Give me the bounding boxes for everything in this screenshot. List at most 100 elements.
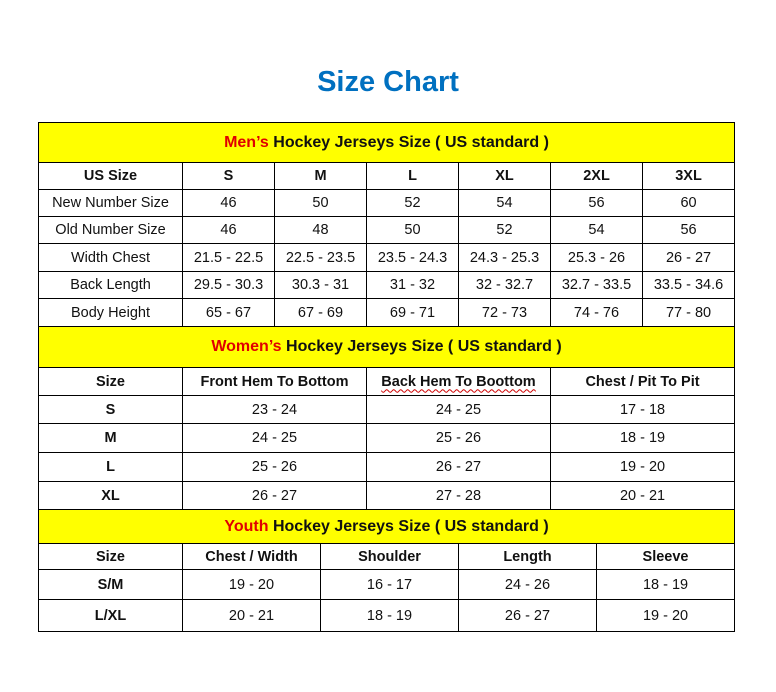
table-cell: 30.3 - 31 (274, 271, 367, 299)
table-cell: 20 - 21 (549, 481, 736, 510)
womens-heading-text: Hockey Jerseys Size ( US standard ) (281, 338, 562, 355)
row-label: L/XL (38, 599, 183, 632)
table-cell: 77 - 80 (641, 298, 736, 327)
table-cell: 21.5 - 22.5 (182, 243, 275, 272)
table-cell: 23 - 24 (182, 395, 367, 424)
table-cell: 19 - 20 (595, 599, 736, 632)
table-cell: 20 - 21 (182, 599, 321, 632)
row-label: Width Chest (38, 243, 183, 272)
table-row: Back Length 29.5 - 30.3 30.3 - 31 31 - 32 32… (38, 271, 736, 299)
column-header-row: Size Front Hem To Bottom Back Hem To Boott… (38, 367, 736, 396)
table-cell: 67 - 69 (274, 298, 367, 327)
column-header: Front Hem To Bottom (182, 367, 367, 396)
table-cell: 31 - 32 (366, 271, 459, 299)
row-label: Body Height (38, 298, 183, 327)
table-cell: 18 - 19 (549, 423, 736, 453)
column-header: Chest / Pit To Pit (549, 367, 736, 396)
column-header: Back Hem To Boottom (366, 367, 551, 396)
table-cell: 22.5 - 23.5 (274, 243, 367, 272)
column-header: M (274, 162, 367, 190)
table-row: L/XL 20 - 21 18 - 19 26 - 27 19 - 20 (38, 599, 736, 632)
table-cell: 24 - 25 (366, 395, 551, 424)
column-header: Sleeve (595, 543, 736, 570)
table-cell: 25.3 - 26 (550, 243, 643, 272)
row-label: S/M (38, 569, 183, 600)
table-cell: 52 (366, 189, 459, 217)
womens-size-table: Women’s Hockey Jerseys Size ( US standar… (37, 326, 736, 510)
womens-section-heading: Women’s Hockey Jerseys Size ( US standar… (37, 326, 736, 368)
column-header: Size (38, 543, 183, 570)
table-cell: 74 - 76 (550, 298, 643, 327)
mens-size-table: Men’s Hockey Jerseys Size ( US standard … (37, 122, 736, 327)
column-header: Shoulder (320, 543, 459, 570)
table-cell: 17 - 18 (549, 395, 736, 424)
table-cell: 23.5 - 24.3 (366, 243, 459, 272)
column-header: Size (38, 367, 183, 396)
table-row: S/M 19 - 20 16 - 17 24 - 26 18 - 19 (38, 569, 736, 600)
table-cell: 16 - 17 (320, 569, 459, 600)
table-cell: 19 - 20 (549, 452, 736, 482)
table-cell: 33.5 - 34.6 (641, 271, 736, 299)
column-header: Chest / Width (182, 543, 321, 570)
table-cell: 32.7 - 33.5 (550, 271, 643, 299)
table-cell: 72 - 73 (458, 298, 551, 327)
table-cell: 54 (458, 189, 551, 217)
table-cell: 25 - 26 (366, 423, 551, 453)
table-row: Width Chest 21.5 - 22.5 22.5 - 23.5 23.5 - … (38, 243, 736, 272)
table-cell: 52 (458, 216, 551, 244)
column-header: 2XL (550, 162, 643, 190)
mens-section-heading: Men’s Hockey Jerseys Size ( US standard … (37, 122, 736, 163)
table-cell: 50 (274, 189, 367, 217)
table-cell: 26 - 27 (182, 481, 367, 510)
table-cell: 24.3 - 25.3 (458, 243, 551, 272)
table-cell: 56 (550, 189, 643, 217)
table-cell: 27 - 28 (366, 481, 551, 510)
table-cell: 26 - 27 (366, 452, 551, 482)
table-cell: 60 (641, 189, 736, 217)
table-row: Body Height 65 - 67 67 - 69 69 - 71 72 - 73 7… (38, 298, 736, 327)
table-cell: 25 - 26 (182, 452, 367, 482)
table-cell: 19 - 20 (182, 569, 321, 600)
table-row: XL 26 - 27 27 - 28 20 - 21 (38, 481, 736, 510)
youth-size-table: Youth Hockey Jerseys Size ( US standard … (37, 509, 736, 632)
table-cell: 18 - 19 (595, 569, 736, 600)
table-row: Old Number Size 46 48 50 52 54 56 (38, 216, 736, 244)
column-header: L (366, 162, 459, 190)
table-cell: 50 (366, 216, 459, 244)
table-cell: 32 - 32.7 (458, 271, 551, 299)
womens-heading-highlight: Women’s (211, 338, 282, 355)
table-cell: 26 - 27 (641, 243, 736, 272)
column-header: S (182, 162, 275, 190)
mens-heading-highlight: Men’s (224, 133, 269, 151)
column-header: XL (458, 162, 551, 190)
column-header-row: US Size S M L XL 2XL 3XL (38, 162, 736, 190)
table-row: M 24 - 25 25 - 26 18 - 19 (38, 423, 736, 453)
table-cell: 26 - 27 (458, 599, 597, 632)
row-label: New Number Size (38, 189, 183, 217)
table-cell: 24 - 25 (182, 423, 367, 453)
table-cell: 69 - 71 (366, 298, 459, 327)
table-cell: 48 (274, 216, 367, 244)
column-header: 3XL (641, 162, 736, 190)
table-cell: 18 - 19 (320, 599, 459, 632)
table-row: New Number Size 46 50 52 54 56 60 (38, 189, 736, 217)
table-cell: 54 (550, 216, 643, 244)
table-cell: 65 - 67 (182, 298, 275, 327)
youth-section-heading: Youth Hockey Jerseys Size ( US standard … (37, 509, 736, 544)
table-row: L 25 - 26 26 - 27 19 - 20 (38, 452, 736, 482)
row-label: Back Length (38, 271, 183, 299)
table-row: S 23 - 24 24 - 25 17 - 18 (38, 395, 736, 424)
row-label: Old Number Size (38, 216, 183, 244)
table-cell: 29.5 - 30.3 (182, 271, 275, 299)
column-header-row: Size Chest / Width Shoulder Length Sleeve (38, 543, 736, 570)
page-title: Size Chart (317, 66, 459, 98)
table-cell: 56 (641, 216, 736, 244)
row-label: L (38, 452, 183, 482)
row-label: XL (38, 481, 183, 510)
column-header: Length (458, 543, 597, 570)
table-cell: 24 - 26 (458, 569, 597, 600)
table-cell: 46 (182, 189, 275, 217)
row-label: S (38, 395, 183, 424)
column-header: US Size (38, 162, 183, 190)
row-label: M (38, 423, 183, 453)
